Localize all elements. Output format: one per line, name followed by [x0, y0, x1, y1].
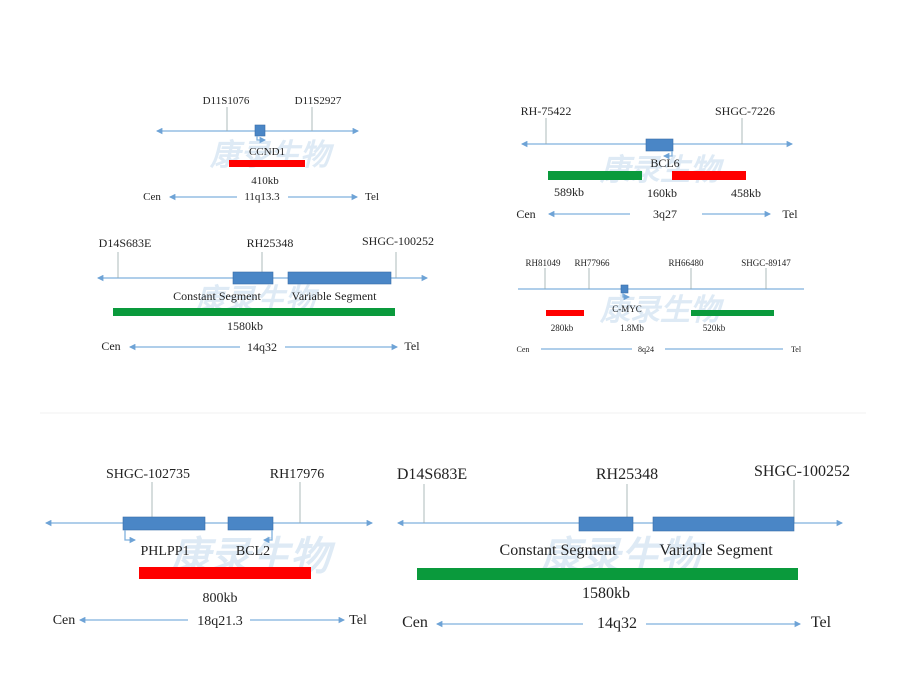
gene-label: CCND1: [249, 146, 285, 158]
segment-label: Constant Segment: [500, 542, 617, 559]
segment-label: Variable Segment: [659, 542, 773, 559]
probe-size: 410kb: [251, 175, 279, 187]
probe-gap-size: 160kb: [647, 186, 677, 200]
panel-18q21-3: SHGC-102735 RH17976 PHLPP1 BCL2 800kb Ce…: [44, 467, 374, 629]
band-label: 14q32: [247, 340, 277, 354]
marker-label: D14S683E: [397, 466, 467, 483]
gene-label: BCL6: [650, 156, 679, 170]
tel-label: Tel: [782, 207, 798, 221]
band-label: 14q32: [597, 615, 637, 632]
cen-label: Cen: [516, 207, 535, 221]
red-probe-bar: [546, 310, 584, 316]
constant-segment-box: [232, 271, 274, 285]
probe-size: 800kb: [203, 591, 238, 606]
band-label: 18q21.3: [197, 614, 243, 629]
marker-label: SHGC-100252: [754, 463, 850, 480]
segment-label: Variable Segment: [292, 289, 378, 303]
marker-label: RH25348: [247, 236, 294, 250]
gene-box: [645, 138, 674, 152]
marker-label: SHGC-7226: [715, 104, 775, 118]
gene-box: [620, 284, 629, 294]
probe-size: 1580kb: [227, 319, 263, 333]
green-probe-bar: [113, 308, 395, 316]
tel-label: Tel: [811, 614, 832, 631]
marker-label: D14S683E: [99, 236, 152, 250]
probe-size: 280kb: [551, 323, 574, 333]
marker-label: SHGC-89147: [741, 258, 791, 268]
variable-segment-box: [652, 516, 795, 532]
marker-label: RH-75422: [521, 104, 572, 118]
green-probe-bar: [548, 171, 642, 180]
gene-box: [254, 124, 266, 137]
cen-label: Cen: [53, 613, 76, 628]
tel-label: Tel: [791, 345, 802, 354]
gene-label: C-MYC: [612, 304, 642, 314]
marker-label: SHGC-102735: [106, 467, 190, 482]
gene-label: BCL2: [236, 544, 270, 559]
red-probe-bar: [229, 160, 305, 167]
panel-3q27: RH-75422 SHGC-7226 BCL6 589kb 160kb 458k…: [516, 104, 798, 221]
cen-label: Cen: [402, 614, 428, 631]
tel-label: Tel: [349, 613, 367, 628]
panel-8q24: RH81049 RH77966 RH66480 SHGC-89147 C-MYC…: [517, 258, 804, 354]
constant-segment-box: [578, 516, 634, 532]
red-probe-bar: [139, 567, 311, 579]
green-probe-bar: [417, 568, 798, 580]
panel-11q13-3: D11S1076 D11S2927 CCND1 410kb Cen 11q13.…: [143, 95, 379, 203]
marker-label: RH66480: [668, 258, 704, 268]
probe-size: 520kb: [703, 323, 726, 333]
marker-label: RH81049: [525, 258, 561, 268]
probe-size: 589kb: [554, 185, 584, 199]
tel-label: Tel: [365, 191, 379, 203]
marker-label: RH77966: [574, 258, 610, 268]
band-label: 11q13.3: [244, 191, 280, 203]
marker-label: RH25348: [596, 466, 658, 483]
segment-label: Constant Segment: [173, 289, 261, 303]
gene-label: PHLPP1: [140, 544, 189, 559]
cen-label: Cen: [101, 339, 120, 353]
panel-14q32-small: D14S683E RH25348 SHGC-100252 Constant Se…: [96, 234, 434, 354]
band-label: 3q27: [653, 207, 677, 221]
red-probe-bar: [672, 171, 746, 180]
bcl2-box: [227, 516, 274, 531]
probe-size: 458kb: [731, 186, 761, 200]
marker-label: SHGC-100252: [362, 234, 434, 248]
probe-gap-size: 1.8Mb: [620, 323, 644, 333]
marker-label: D11S2927: [295, 95, 342, 107]
watermark: 康录生物 康录生物 康录生物 康录生物 康录生物 康录生物: [169, 138, 725, 579]
cen-label: Cen: [143, 191, 161, 203]
watermark-text: 康录生物: [599, 153, 725, 187]
probe-size: 1580kb: [582, 585, 630, 602]
phlpp1-box: [122, 516, 206, 531]
marker-label: D11S1076: [203, 95, 250, 107]
panel-14q32-large: D14S683E RH25348 SHGC-100252 Constant Se…: [397, 463, 850, 632]
marker-label: RH17976: [270, 467, 324, 482]
variable-segment-box: [287, 271, 392, 285]
green-probe-bar: [691, 310, 774, 316]
tel-label: Tel: [404, 339, 420, 353]
cen-label: Cen: [517, 345, 530, 354]
band-label: 8q24: [638, 345, 654, 354]
